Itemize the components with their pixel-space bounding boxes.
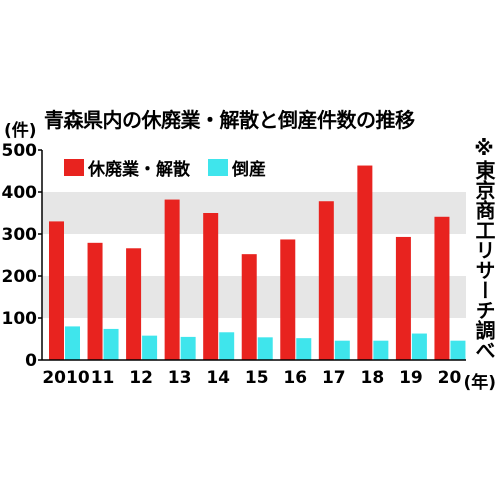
bar-series1-17 [318, 201, 334, 360]
legend-swatch-series2 [208, 159, 228, 176]
bar-series2-18 [373, 340, 389, 360]
grid-band [42, 192, 466, 234]
x-tick-label: 12 [129, 368, 153, 388]
bar-series2-14 [219, 332, 235, 360]
x-tick-label: 14 [206, 368, 230, 388]
x-axis-unit: (年) [463, 373, 496, 393]
bar-series2-20 [450, 340, 466, 360]
chart-title: 青森県内の休廃業・解散と倒産件数の推移 [44, 108, 415, 132]
bar-series2-11 [103, 328, 119, 360]
bar-series2-12 [142, 335, 158, 360]
source-note: ※東京商工リサーチ調べ [472, 136, 496, 360]
x-tick-label: 11 [91, 368, 115, 388]
bar-series1-19 [395, 236, 411, 360]
bar-series2-19 [411, 333, 427, 360]
x-tick-label: 13 [168, 368, 192, 388]
bar-series2-13 [180, 336, 196, 360]
y-tick-label: 500 [2, 141, 38, 161]
legend-item-series1: 休廃業・解散 [64, 155, 190, 180]
legend-label-series2: 倒産 [232, 160, 266, 180]
legend-swatch-series1 [64, 159, 84, 176]
x-tick-label: 15 [245, 368, 269, 388]
y-tick-label: 400 [2, 183, 38, 203]
y-tick-label: 300 [2, 225, 38, 245]
legend-item-series2: 倒産 [208, 155, 266, 180]
y-axis-unit: (件) [4, 121, 37, 141]
bar-series2-15 [257, 337, 273, 360]
bar-series1-15 [241, 254, 257, 360]
x-tick-label: 17 [322, 368, 346, 388]
x-tick-label: 16 [283, 368, 307, 388]
y-tick-label: 100 [2, 309, 38, 329]
bar-series2-16 [296, 338, 312, 360]
legend-label-series1: 休廃業・解散 [88, 160, 190, 180]
bar-series1-14 [203, 213, 219, 360]
bar-series1-16 [280, 239, 296, 360]
bar-series1-11 [87, 242, 103, 360]
bar-series2-2010 [65, 326, 80, 360]
legend: 休廃業・解散 倒産 [60, 154, 288, 181]
bar-series1-13 [164, 199, 180, 360]
y-tick-label: 0 [25, 351, 37, 371]
x-tick-label: 18 [361, 368, 385, 388]
bar-series1-12 [126, 248, 142, 360]
bar-series1-20 [434, 216, 450, 360]
x-tick-label: 2010 [42, 368, 89, 388]
bar-series2-17 [334, 340, 350, 360]
x-tick-label: 19 [399, 368, 423, 388]
bar-series1-18 [357, 165, 373, 360]
y-tick-label: 200 [2, 267, 38, 287]
bar-series1-2010 [49, 221, 64, 360]
x-tick-label: 20 [438, 368, 462, 388]
